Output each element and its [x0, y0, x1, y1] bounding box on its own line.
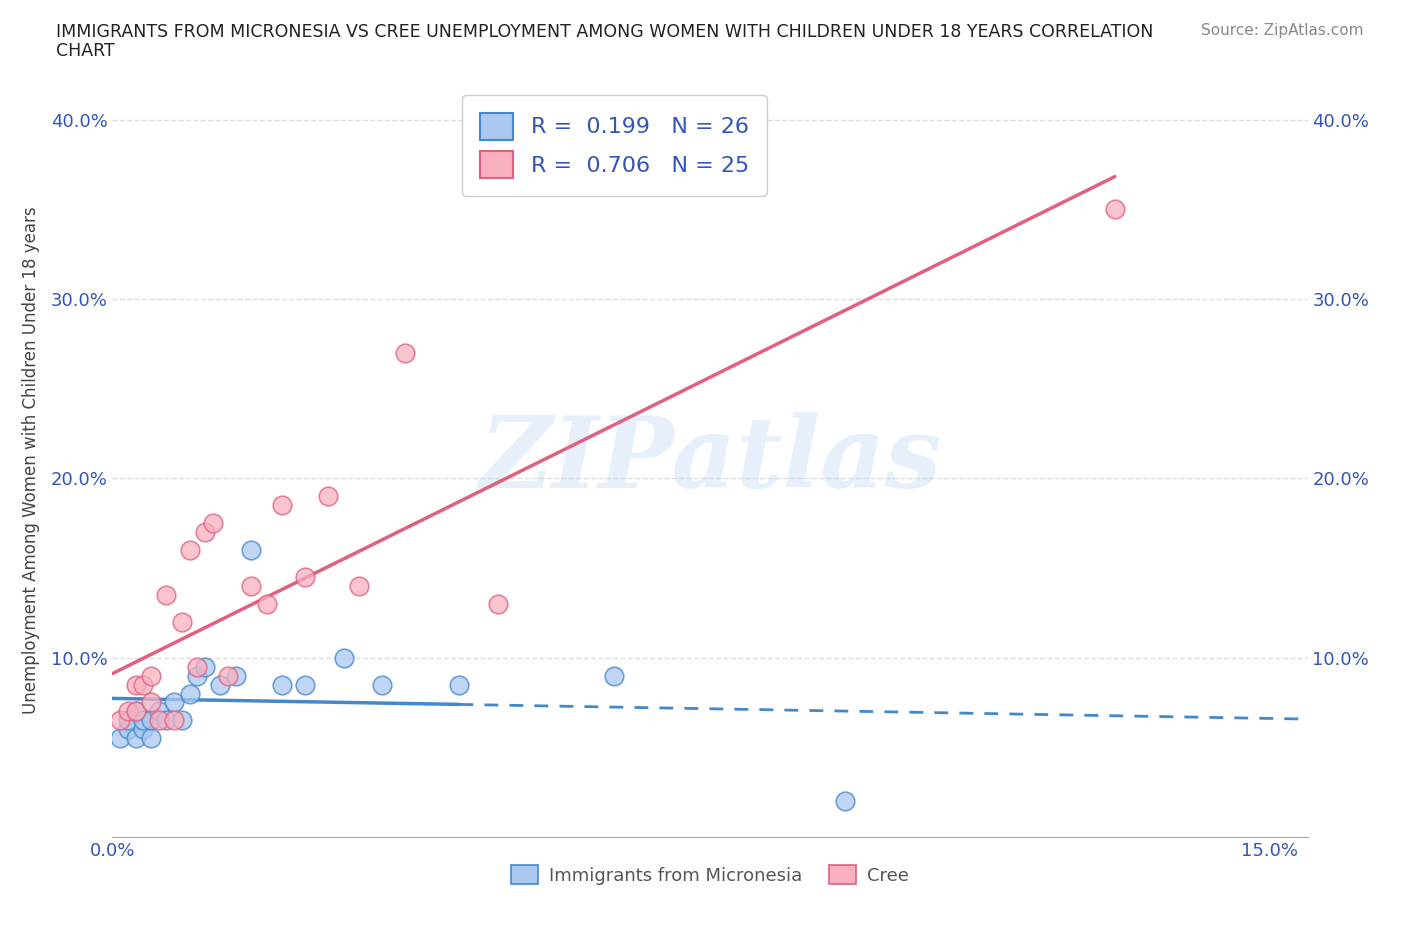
Point	[186, 659, 208, 674]
Point	[148, 704, 170, 719]
Point	[124, 704, 146, 719]
Point	[240, 542, 263, 557]
Point	[486, 596, 509, 611]
Point	[194, 659, 217, 674]
Point	[394, 345, 416, 360]
Point	[108, 713, 131, 728]
Point	[194, 525, 217, 539]
Point	[271, 498, 294, 512]
Point	[132, 677, 155, 692]
Text: ZIPatlas: ZIPatlas	[479, 412, 941, 509]
Point	[186, 668, 208, 683]
Point	[117, 722, 139, 737]
Point	[318, 489, 340, 504]
Point	[117, 704, 139, 719]
Point	[209, 677, 232, 692]
Point	[225, 668, 247, 683]
Point	[163, 695, 186, 710]
Y-axis label: Unemployment Among Women with Children Under 18 years: Unemployment Among Women with Children U…	[21, 206, 39, 714]
Point	[271, 677, 294, 692]
Point	[179, 542, 201, 557]
Point	[124, 704, 146, 719]
Legend: Immigrants from Micronesia, Cree: Immigrants from Micronesia, Cree	[503, 858, 917, 892]
Point	[170, 615, 193, 630]
Point	[163, 713, 186, 728]
Point	[108, 731, 131, 746]
Point	[1104, 202, 1126, 217]
Point	[347, 578, 370, 593]
Point	[217, 668, 239, 683]
Point	[139, 731, 162, 746]
Point	[132, 722, 155, 737]
Point	[155, 588, 177, 603]
Point	[294, 677, 316, 692]
Point	[139, 695, 162, 710]
Point	[834, 793, 856, 808]
Point	[148, 713, 170, 728]
Point	[170, 713, 193, 728]
Point	[179, 686, 201, 701]
Point	[602, 668, 624, 683]
Point	[201, 515, 224, 530]
Point	[139, 668, 162, 683]
Point	[371, 677, 394, 692]
Point	[333, 650, 356, 665]
Point	[240, 578, 263, 593]
Text: IMMIGRANTS FROM MICRONESIA VS CREE UNEMPLOYMENT AMONG WOMEN WITH CHILDREN UNDER : IMMIGRANTS FROM MICRONESIA VS CREE UNEMP…	[56, 23, 1153, 41]
Point	[139, 713, 162, 728]
Point	[256, 596, 278, 611]
Point	[294, 569, 316, 584]
Point	[124, 731, 146, 746]
Point	[117, 713, 139, 728]
Point	[155, 713, 177, 728]
Text: CHART: CHART	[56, 42, 115, 60]
Point	[124, 677, 146, 692]
Point	[449, 677, 471, 692]
Text: Source: ZipAtlas.com: Source: ZipAtlas.com	[1201, 23, 1364, 38]
Point	[132, 713, 155, 728]
